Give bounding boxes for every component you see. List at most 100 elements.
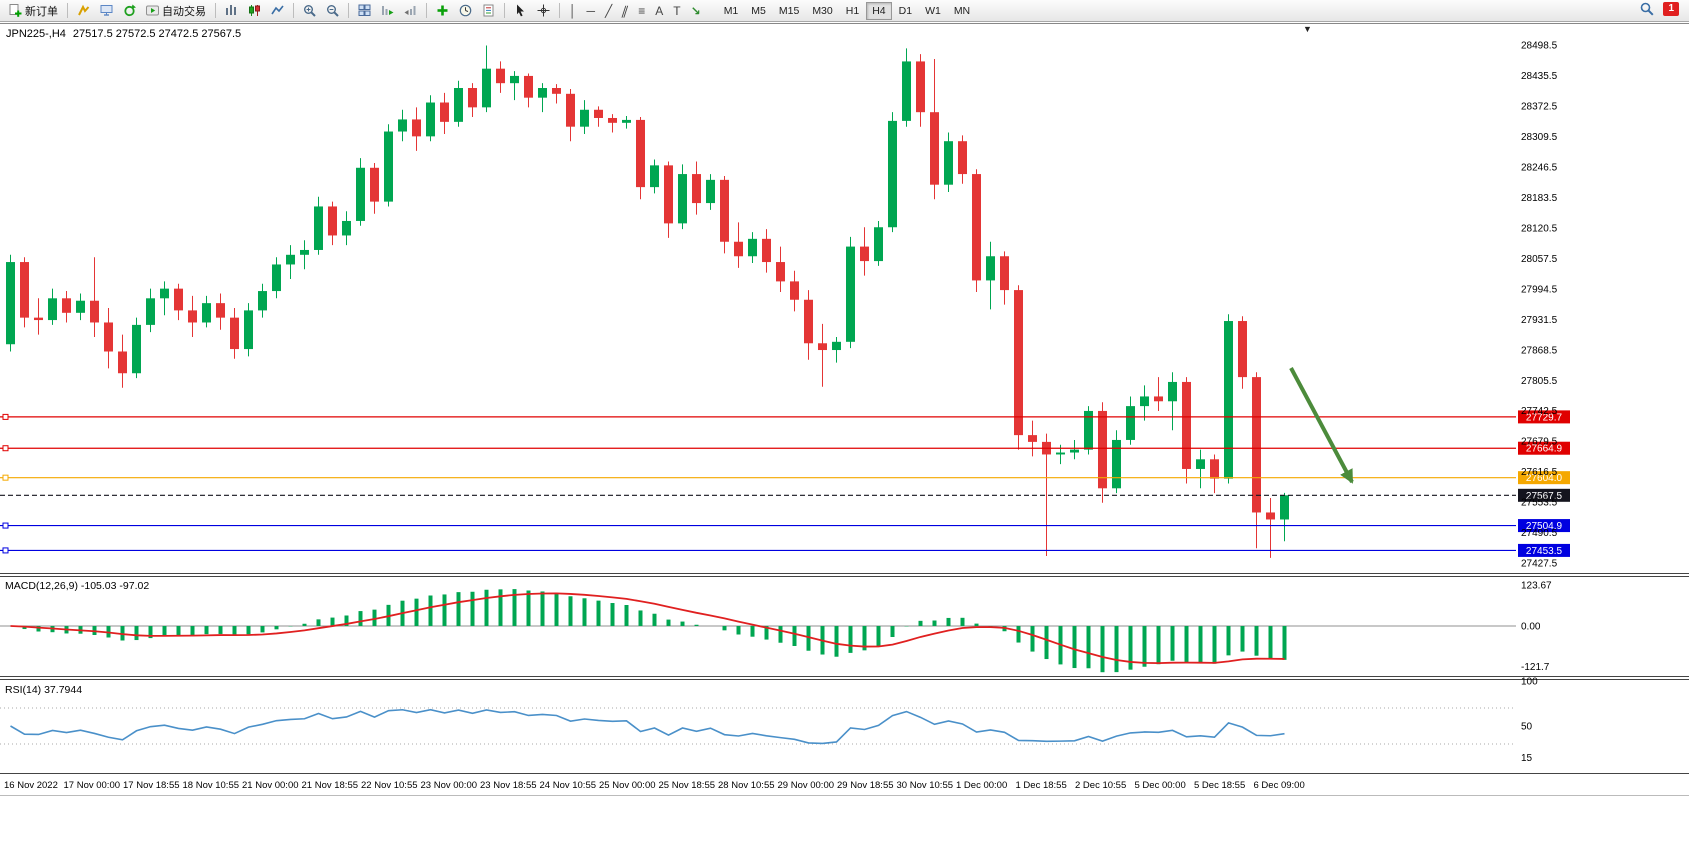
candle-bear [174,288,183,311]
crosshair-button[interactable] [533,2,554,20]
line-chart-button[interactable] [267,2,288,20]
candle-bear [552,88,561,94]
candle-bear [188,310,197,323]
price-tag-label: 27604.0 [1526,473,1563,484]
macd-signal-line [10,592,1285,665]
timeframe-h1[interactable]: H1 [840,2,865,20]
candle-bull [580,109,589,127]
candle-bear [860,246,869,262]
templates-button[interactable] [478,2,499,20]
profiles-icon [100,5,113,16]
candle-bear [1098,410,1107,489]
chart-title: JPN225-,H4 27517.5 27572.5 27472.5 27567… [6,28,241,40]
candle-bull [286,254,295,265]
channel-button[interactable]: ∥ [618,2,632,20]
candle-bull [272,264,281,292]
zoom-out-button[interactable] [322,2,343,20]
line-handle[interactable] [2,413,9,420]
horizontal-line-button[interactable]: ─ [583,2,600,20]
trend-arrow-line[interactable] [1289,367,1354,484]
timeframe-m15[interactable]: M15 [773,2,805,20]
chart-canvas[interactable]: 27729.7 27664.9 27604.0 27567.5 27504.9 27453… [0,22,1689,858]
chart-shift-marker[interactable]: ▼ [1303,24,1312,34]
timeframe-d1[interactable]: D1 [893,2,918,20]
cursor-icon [517,4,524,17]
timeframe-group: M1 M5 M15 M30 H1 H4 D1 W1 MN [718,1,976,20]
auto-scroll-button[interactable] [377,2,398,20]
candlestick-chart-button[interactable] [244,2,265,20]
price-axis-label: 28309.5 [1521,132,1558,143]
line-handle[interactable] [2,445,9,452]
candle-bull [1224,321,1233,479]
timeframe-h4[interactable]: H4 [866,1,892,20]
candle-bear [930,112,939,185]
toolbar-separator [215,3,216,18]
vertical-line-button[interactable]: │ [565,2,581,20]
notification-badge[interactable]: 1 [1663,2,1679,16]
candle-bull [454,88,463,122]
candle-bear [566,93,575,127]
rsi-axis-label: 15 [1521,753,1533,764]
candle-bear [972,174,981,281]
fibonacci-button[interactable]: ≡ [634,2,649,20]
price-tag[interactable] [1518,441,1570,455]
arrows-tool-button[interactable]: ↘ [687,2,705,20]
trend-arrow[interactable] [1289,367,1354,484]
periods-button[interactable] [455,2,476,20]
price-tag[interactable] [1518,410,1570,424]
line-handle[interactable] [2,547,9,554]
candle-bear [958,141,967,175]
timeframe-m5[interactable]: M5 [745,2,772,20]
new-order-button[interactable]: 新订单 [5,2,62,20]
horizontal-price-lines[interactable]: 27729.7 27664.9 27604.0 27567.5 27504.9 27453… [0,410,1570,557]
candle-bear [916,61,925,113]
candle-bull [510,75,519,84]
search-icon[interactable] [1640,2,1654,16]
timeframe-mn[interactable]: MN [948,2,976,20]
refresh-button[interactable] [119,2,140,20]
cursor-button[interactable] [510,2,531,20]
label-button[interactable]: T [669,2,684,20]
chart-shift-button[interactable] [400,2,421,20]
chart-ohlc-label: 27517.5 27572.5 27472.5 27567.5 [72,28,242,40]
toolbar-separator [504,3,505,18]
timeframe-m30[interactable]: M30 [806,2,838,20]
text-button[interactable]: A [651,2,667,20]
autotrading-button[interactable]: 自动交易 [142,2,210,20]
candle-bear [1000,256,1009,291]
candle-bull [1084,410,1093,450]
candle-bull [1168,381,1177,402]
timeframe-w1[interactable]: W1 [919,2,947,20]
price-tag[interactable] [1518,488,1570,502]
trendline-button[interactable]: ╱ [601,2,616,20]
price-tag[interactable] [1518,471,1570,485]
price-axis-label: 28183.5 [1521,193,1558,204]
chart-wizard-button[interactable] [73,2,94,20]
line-handle[interactable] [2,474,9,481]
time-axis-label: 5 Dec 18:55 [1194,780,1245,791]
price-tag[interactable] [1518,543,1570,557]
rsi-indicator [0,707,1516,745]
tile-windows-button[interactable] [354,2,375,20]
indicators-button[interactable] [432,2,453,20]
zoom-in-button[interactable] [299,2,320,20]
chart-window[interactable]: 27729.7 27664.9 27604.0 27567.5 27504.9 27453… [0,22,1689,858]
time-axis-label: 17 Nov 00:00 [64,780,121,791]
rsi-axis-label: 50 [1521,722,1533,733]
candle-bear [104,322,113,352]
candle-bear [1210,459,1219,479]
profiles-button[interactable] [96,2,117,20]
bar-chart-button[interactable] [221,2,242,20]
toolbar-separator [426,3,427,18]
time-axis-label: 16 Nov 2022 [4,780,58,791]
price-tag[interactable] [1518,519,1570,533]
main-toolbar: 新订单 自动交易 [0,0,1689,22]
line-handle[interactable] [2,522,9,529]
candle-bull [258,291,267,311]
price-axis-label: 27868.5 [1521,345,1558,356]
time-axis-label: 29 Nov 18:55 [837,780,894,791]
timeframe-m1[interactable]: M1 [718,2,745,20]
candle-bear [762,238,771,263]
toolbar-separator [559,3,560,18]
price-axis-label: 28120.5 [1521,223,1558,234]
